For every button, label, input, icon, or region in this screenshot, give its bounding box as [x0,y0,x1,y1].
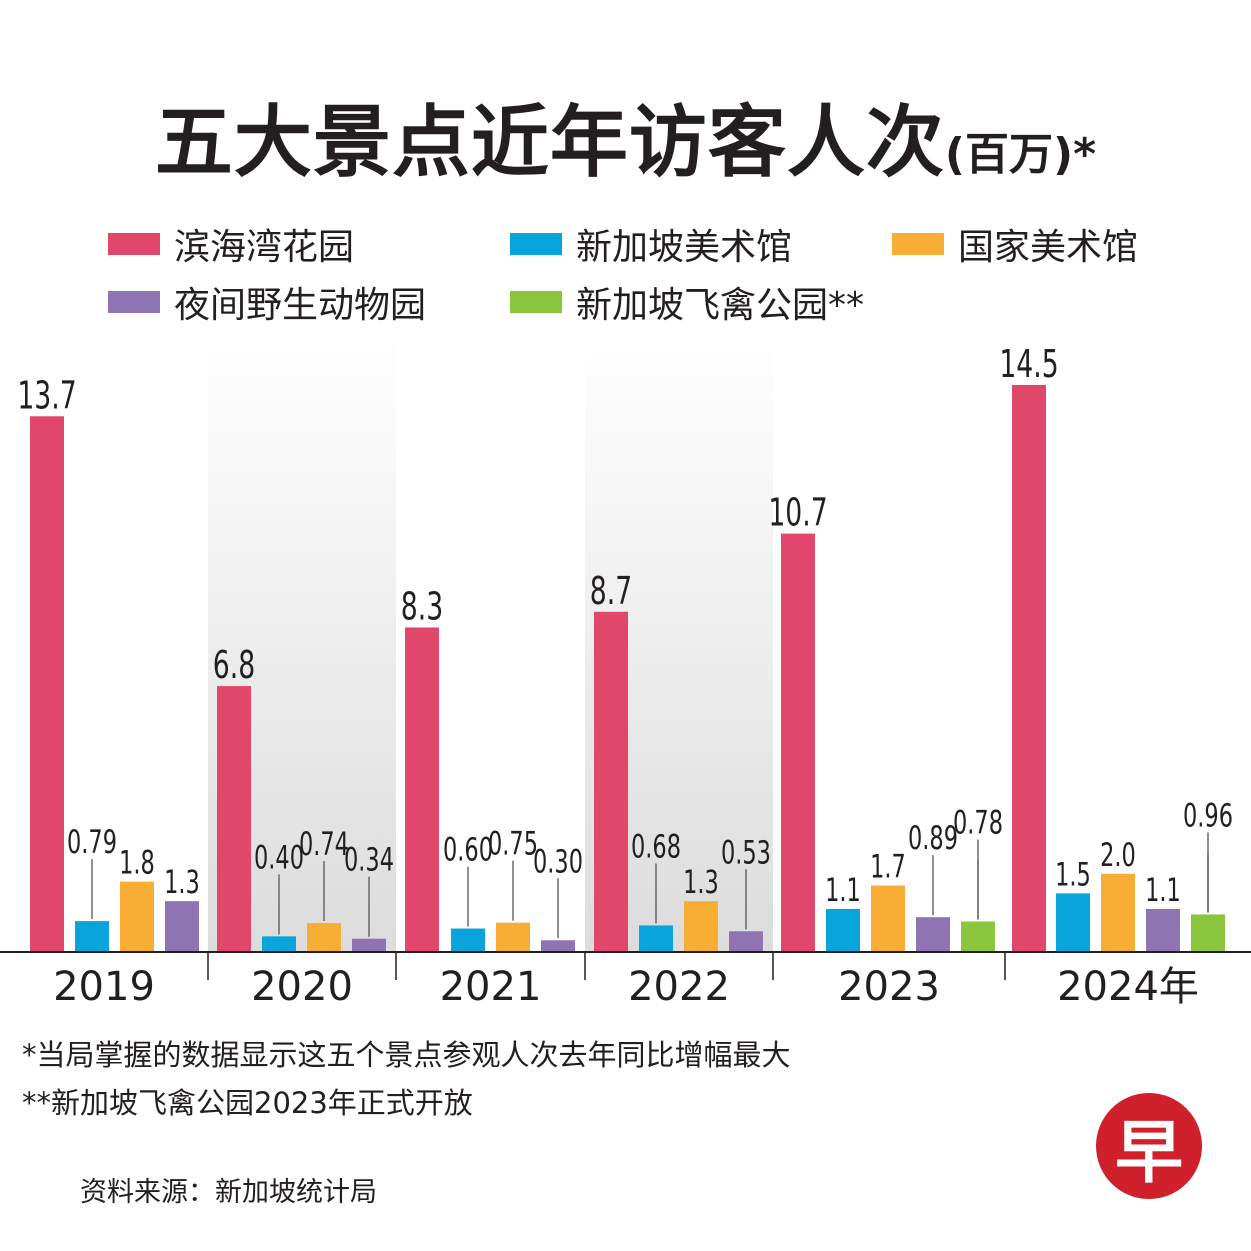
legend-item-bird-paradise: 新加坡飞禽公园** [510,276,864,328]
legend-swatch-sam [510,233,562,255]
leader-lines [91,832,1209,939]
legend-swatch-gardens [108,233,160,255]
data-label: 0.89 [908,819,958,857]
data-label: 1.1 [1145,871,1181,909]
bars [30,385,1225,953]
bar [120,881,154,952]
data-label: 1.8 [119,844,155,882]
data-label: 1.3 [683,863,719,901]
legend-swatch-national-gallery [892,233,944,255]
data-label: 0.68 [631,827,681,865]
bar [729,931,763,952]
legend-item-gardens: 滨海湾花园 [108,218,354,270]
bar [165,901,199,952]
bar [684,901,718,952]
bar [1101,873,1135,952]
footnote-1: *当局掌握的数据显示这五个景点参观人次去年同比增幅最大 [22,1038,791,1072]
x-tick-label: 2024年 [1057,964,1199,1010]
bar [916,917,950,952]
bar [496,922,530,952]
bar [262,936,296,952]
bar [594,611,628,952]
data-label: 1.1 [825,871,861,909]
data-label: 0.75 [488,825,538,863]
x-tick-label: 2023 [838,964,940,1010]
legend-item-sam: 新加坡美术馆 [510,218,792,270]
x-tick-label: 2019 [53,964,155,1010]
bar [961,921,995,952]
bar-chart: 13.70.791.81.36.80.400.740.348.30.600.75… [0,330,1251,1010]
legend-label-night-safari: 夜间野生动物园 [174,285,427,326]
bar [639,925,673,952]
bar [307,923,341,952]
chart-title-main: 五大景点近年访客人次 [154,98,945,188]
data-label: 0.74 [299,825,349,863]
legend: 滨海湾花园 新加坡美术馆 国家美术馆 夜间野生动物园 新加坡飞禽公园** [0,0,1251,330]
source-note: 资料来源：新加坡统计局 [80,1177,377,1208]
x-tick-label: 2020 [251,964,353,1010]
data-label: 0.34 [344,841,394,879]
data-label: 1.7 [870,847,906,885]
bar [781,533,815,952]
chart-title-unit: (百万)* [944,129,1097,180]
legend-item-national-gallery: 国家美术馆 [892,218,1138,270]
logo-glyph: 早 [1114,1113,1183,1193]
data-label: 14.5 [999,342,1058,387]
bar [405,627,439,952]
data-labels: 13.70.791.81.36.80.400.740.348.30.600.75… [17,342,1233,908]
data-label: 10.7 [768,491,827,536]
bar [217,686,251,952]
x-tick-label: 2021 [440,964,542,1010]
legend-label-national-gallery: 国家美术馆 [958,227,1139,268]
data-label: 0.30 [533,842,583,880]
bar [352,938,386,952]
data-label: 1.5 [1055,855,1091,893]
data-label: 1.3 [164,863,200,901]
bar [541,940,575,952]
publisher-logo: 早 [1096,1093,1202,1199]
legend-swatch-night-safari [108,291,160,313]
bar [826,908,860,952]
x-axis: 2019 2020 2021 2022 2023 2024年 [0,951,1251,1010]
bar [1191,914,1225,952]
footnote-2: **新加坡飞禽公园2023年正式开放 [22,1086,473,1120]
data-label: 13.7 [17,374,76,419]
bar [75,921,109,952]
legend-swatch-bird-paradise [510,291,562,313]
data-label: 8.7 [590,569,632,614]
chart-title: 五大景点近年访客人次(百万)* [0,80,1251,192]
bar [1146,908,1180,952]
data-label: 0.78 [953,803,1003,841]
data-label: 6.8 [213,644,255,689]
bar [451,928,485,952]
data-label: 2.0 [1100,836,1136,874]
data-label: 0.53 [721,833,771,871]
legend-item-night-safari: 夜间野生动物园 [108,276,426,328]
data-label: 8.3 [401,585,443,630]
bar [1012,385,1046,952]
bar [871,885,905,952]
legend-label-sam: 新加坡美术馆 [576,227,793,268]
x-tick-label: 2022 [628,964,730,1010]
data-label: 0.96 [1183,796,1233,834]
data-label: 0.60 [443,830,493,868]
bar [1056,893,1090,952]
data-label: 0.79 [67,823,117,861]
legend-label-gardens: 滨海湾花园 [174,227,355,268]
bar [30,416,64,953]
data-label: 0.40 [254,838,304,876]
legend-label-bird-paradise: 新加坡飞禽公园** [576,285,865,326]
